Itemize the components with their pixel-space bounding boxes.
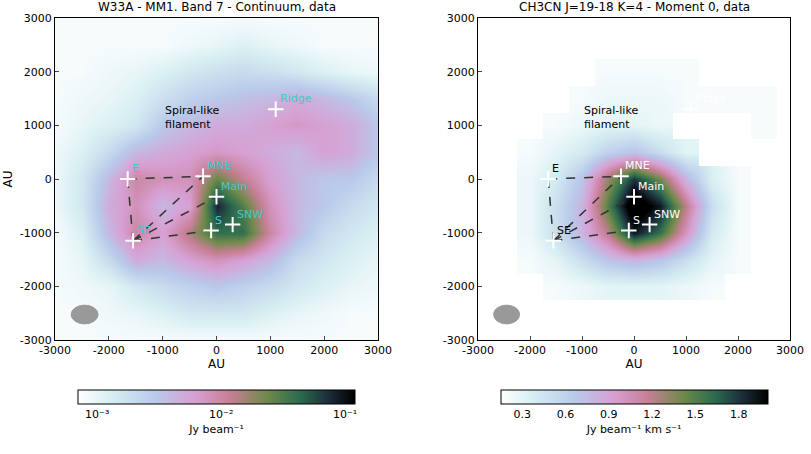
svg-text:Spiral-likefilament: Spiral-likefilament <box>165 104 219 131</box>
svg-text:S: S <box>633 214 640 227</box>
svg-text:3000: 3000 <box>447 12 475 25</box>
svg-text:0.6: 0.6 <box>557 408 575 421</box>
svg-text:1.8: 1.8 <box>730 408 748 421</box>
svg-text:SNW: SNW <box>654 208 680 221</box>
svg-text:-1000: -1000 <box>147 344 179 357</box>
svg-text:3000: 3000 <box>24 12 52 25</box>
svg-text:2000: 2000 <box>447 66 475 79</box>
svg-text:-2000: -2000 <box>514 344 546 357</box>
svg-text:0.3: 0.3 <box>513 408 531 421</box>
svg-text:2000: 2000 <box>24 66 52 79</box>
svg-text:AU: AU <box>626 357 643 371</box>
svg-text:Ridge: Ridge <box>695 92 727 105</box>
svg-text:Main: Main <box>638 180 664 193</box>
svg-text:0: 0 <box>45 173 52 186</box>
svg-text:1000: 1000 <box>256 344 284 357</box>
svg-text:2000: 2000 <box>310 344 338 357</box>
svg-text:MNE: MNE <box>625 159 650 172</box>
svg-text:10⁻²: 10⁻² <box>209 408 233 421</box>
svg-text:S: S <box>215 214 222 227</box>
svg-text:-3000: -3000 <box>443 334 475 347</box>
svg-text:SE: SE <box>137 224 151 237</box>
svg-text:-3000: -3000 <box>462 344 494 357</box>
svg-text:SNW: SNW <box>237 208 263 221</box>
svg-text:-2000: -2000 <box>20 280 52 293</box>
svg-text:1000: 1000 <box>672 344 700 357</box>
svg-text:W33A - MM1. Band 7 - Continuum: W33A - MM1. Band 7 - Continuum, data <box>98 0 336 14</box>
svg-text:1.2: 1.2 <box>643 408 661 421</box>
svg-text:3000: 3000 <box>364 344 392 357</box>
svg-text:1000: 1000 <box>447 119 475 132</box>
svg-text:0: 0 <box>631 344 638 357</box>
svg-text:AU: AU <box>208 357 225 371</box>
svg-text:3000: 3000 <box>776 344 804 357</box>
svg-text:10⁻³: 10⁻³ <box>85 408 109 421</box>
svg-text:0.9: 0.9 <box>600 408 618 421</box>
svg-text:-1000: -1000 <box>443 227 475 240</box>
svg-text:-2000: -2000 <box>93 344 125 357</box>
svg-text:10⁻¹: 10⁻¹ <box>333 408 357 421</box>
svg-text:-1000: -1000 <box>20 227 52 240</box>
svg-text:AU: AU <box>1 171 15 188</box>
svg-text:0: 0 <box>213 344 220 357</box>
svg-text:-3000: -3000 <box>39 344 71 357</box>
svg-text:2000: 2000 <box>724 344 752 357</box>
svg-text:Jy beam⁻¹ km s⁻¹: Jy beam⁻¹ km s⁻¹ <box>586 423 682 436</box>
svg-text:-3000: -3000 <box>20 334 52 347</box>
svg-text:0: 0 <box>468 173 475 186</box>
svg-text:Jy beam⁻¹: Jy beam⁻¹ <box>188 423 244 436</box>
svg-text:E: E <box>552 162 559 175</box>
svg-text:-2000: -2000 <box>443 280 475 293</box>
svg-text:-1000: -1000 <box>566 344 598 357</box>
svg-text:Spiral-likefilament: Spiral-likefilament <box>584 104 638 131</box>
svg-text:1000: 1000 <box>24 119 52 132</box>
svg-text:SE: SE <box>557 224 571 237</box>
svg-text:E: E <box>132 162 139 175</box>
svg-text:1.5: 1.5 <box>687 408 705 421</box>
svg-text:CH3CN J=19-18 K=4 - Moment 0,: CH3CN J=19-18 K=4 - Moment 0, data <box>519 0 750 14</box>
svg-text:Ridge: Ridge <box>280 92 312 105</box>
svg-text:MNE: MNE <box>207 159 232 172</box>
svg-text:Main: Main <box>221 180 247 193</box>
